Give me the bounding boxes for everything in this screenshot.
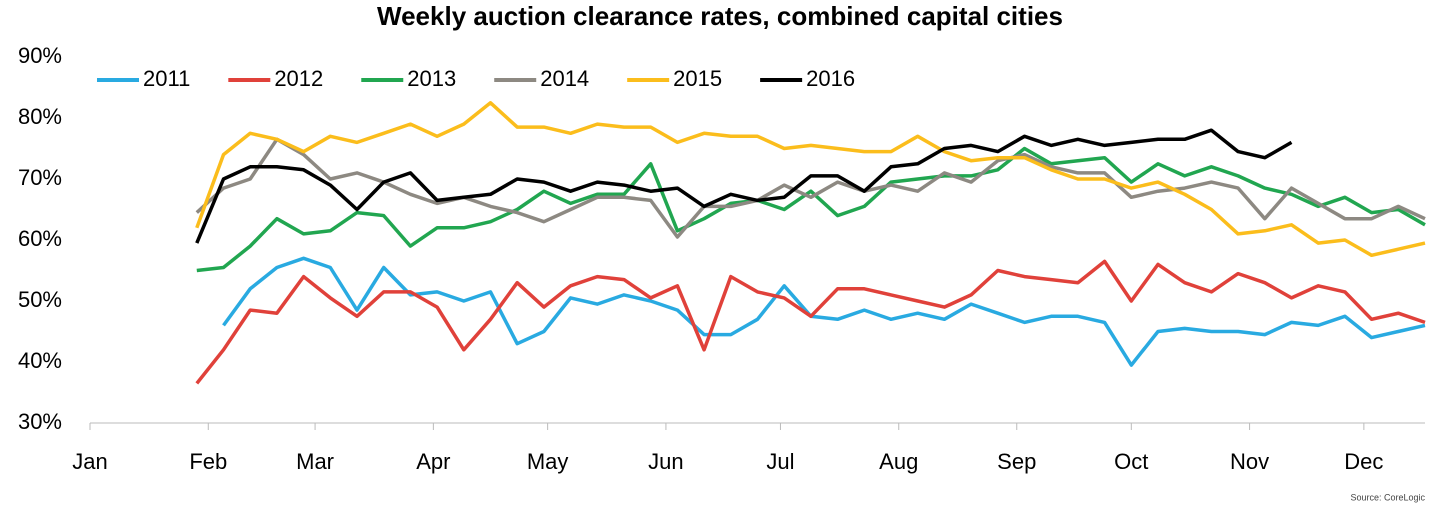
series-line: [195, 101, 1426, 258]
series-line: [195, 137, 1426, 239]
series-line: [222, 256, 1426, 367]
y-tick-label: 90%: [18, 43, 62, 68]
source-note: Source: CoreLogic: [1350, 492, 1425, 502]
x-tick-label: Jan: [72, 449, 107, 474]
legend-label: 2013: [407, 66, 456, 91]
x-tick-label: Nov: [1230, 449, 1269, 474]
x-tick-label: Feb: [189, 449, 227, 474]
y-tick-label: 80%: [18, 104, 62, 129]
y-tick-label: 50%: [18, 287, 62, 312]
chart-title: Weekly auction clearance rates, combined…: [377, 1, 1063, 31]
legend-label: 2014: [540, 66, 589, 91]
legend-label: 2011: [143, 66, 190, 91]
x-tick-label: Mar: [296, 449, 334, 474]
x-tick-label: Dec: [1344, 449, 1383, 474]
y-tick-label: 30%: [18, 409, 62, 434]
y-tick-label: 70%: [18, 165, 62, 190]
y-tick-label: 60%: [18, 226, 62, 251]
x-tick-label: Jun: [648, 449, 683, 474]
x-tick-label: Oct: [1114, 449, 1148, 474]
x-tick-label: Aug: [879, 449, 918, 474]
legend-label: 2012: [274, 66, 323, 91]
legend-label: 2016: [806, 66, 855, 91]
legend-label: 2015: [673, 66, 722, 91]
series-line: [195, 259, 1426, 385]
x-tick-label: Apr: [416, 449, 450, 474]
series-line: [195, 128, 1293, 244]
series-line: [196, 146, 1426, 273]
x-tick-label: Sep: [997, 449, 1036, 474]
x-tick-label: May: [527, 449, 569, 474]
x-tick-label: Jul: [766, 449, 794, 474]
y-tick-label: 40%: [18, 348, 62, 373]
